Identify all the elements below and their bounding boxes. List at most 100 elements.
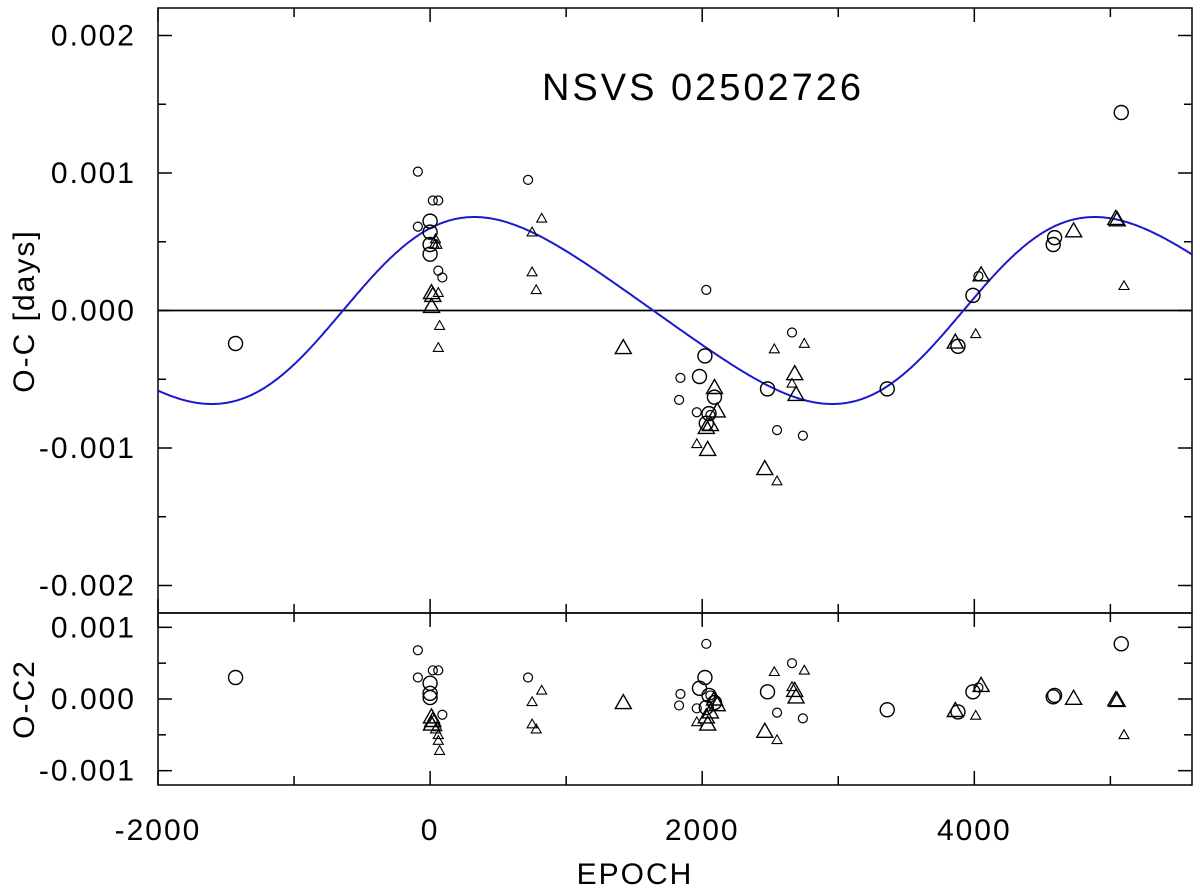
top-circle-large-point bbox=[879, 381, 895, 397]
bottom-triangle-small-point bbox=[690, 715, 703, 727]
bottom-triangle-small-point bbox=[535, 684, 548, 695]
top-triangle-small-point bbox=[526, 225, 539, 237]
bottom-triangle-small-point bbox=[530, 722, 543, 734]
top-triangle-large-point bbox=[971, 265, 991, 282]
top-triangle-large-point bbox=[1064, 221, 1083, 238]
chart-title: NSVS 02502726 bbox=[542, 67, 864, 109]
top-triangle-large-point bbox=[946, 332, 965, 349]
bottom-triangle-small-point bbox=[432, 728, 445, 740]
top-triangle-large-point bbox=[698, 439, 717, 457]
fit-curve-group bbox=[157, 216, 1193, 405]
top-triangle-large-point bbox=[785, 364, 804, 381]
top-circle-small-point bbox=[427, 195, 438, 206]
top-circle-small-point bbox=[786, 327, 798, 338]
bottom-circle-large-point bbox=[691, 680, 708, 696]
x-tick-label: 0 bbox=[421, 814, 440, 847]
data-points bbox=[227, 104, 1130, 755]
bottom-triangle-small-point bbox=[526, 695, 539, 707]
top-circle-large-point bbox=[701, 405, 717, 422]
bottom-panel-frame bbox=[157, 612, 1193, 786]
tick-labels: -2000 0 2000 4000 0.002 0.001 0.000 -0.001 -0.00… bbox=[39, 20, 1010, 848]
bottom-circle-large-point bbox=[950, 704, 966, 720]
bottom-circle-large-point bbox=[879, 702, 895, 718]
top-circle-large-point bbox=[706, 389, 723, 405]
top-circle-large-point bbox=[422, 224, 438, 240]
top-triangle-small-point bbox=[798, 337, 811, 348]
x-tick-label: 2000 bbox=[665, 814, 740, 847]
bottom-circle-large-point bbox=[759, 684, 776, 700]
bottom-triangle-small-point bbox=[1118, 728, 1130, 740]
bottom-triangle-large-point bbox=[698, 714, 717, 731]
bottom-triangle-large-point bbox=[785, 680, 804, 698]
bottom-circle-large-point bbox=[422, 689, 438, 706]
top-circle-large-point bbox=[1045, 236, 1061, 253]
top-circle-large-point bbox=[1046, 229, 1063, 246]
bottom-triangle-large-point bbox=[614, 693, 633, 710]
top-circle-small-point bbox=[412, 221, 423, 232]
fit-curve bbox=[157, 216, 1193, 405]
bottom-circle-large-point bbox=[1045, 689, 1061, 705]
top-circle-large-point bbox=[1113, 104, 1129, 121]
top-triangle-small-point bbox=[771, 474, 783, 486]
y-tick-label-bottom: 0.000 bbox=[51, 683, 136, 716]
bottom-triangle-small-point bbox=[786, 680, 798, 692]
bottom-circle-small-point bbox=[412, 672, 423, 683]
top-circle-small-point bbox=[433, 265, 444, 276]
top-triangle-small-point bbox=[526, 265, 539, 277]
top-triangle-small-point bbox=[430, 238, 443, 249]
bottom-circle-small-point bbox=[771, 707, 783, 718]
bottom-circle-large-point bbox=[422, 685, 438, 701]
top-circle-small-point bbox=[673, 394, 685, 405]
bottom-triangle-small-point bbox=[969, 709, 982, 720]
bottom-panel bbox=[157, 612, 1193, 786]
y-tick-label-bottom: -0.001 bbox=[39, 755, 136, 788]
bottom-circle-small-point bbox=[675, 688, 686, 700]
bottom-circle-small-point bbox=[786, 658, 798, 669]
top-triangle-small-point bbox=[432, 341, 445, 352]
bottom-circle-small-point bbox=[673, 700, 685, 711]
top-triangle-small-point bbox=[432, 286, 445, 297]
top-triangle-small-point bbox=[786, 377, 798, 388]
top-circle-large-point bbox=[965, 287, 981, 304]
bottom-triangle-large-point bbox=[707, 695, 727, 712]
top-triangle-large-point bbox=[786, 384, 806, 402]
bottom-triangle-large-point bbox=[697, 707, 716, 724]
top-triangle-large-point bbox=[422, 296, 441, 314]
bottom-circle-small-point bbox=[433, 665, 444, 676]
bottom-triangle-small-point bbox=[771, 733, 783, 745]
bottom-circle-small-point bbox=[522, 672, 534, 683]
top-triangle-small-point bbox=[1118, 279, 1130, 291]
top-triangle-small-point bbox=[530, 283, 543, 295]
top-circle-large-point bbox=[227, 335, 244, 352]
top-circle-large-point bbox=[422, 213, 438, 229]
bottom-triangle-small-point bbox=[430, 720, 443, 732]
bottom-circle-large-point bbox=[227, 669, 244, 686]
bottom-circle-small-point bbox=[701, 638, 712, 649]
top-circle-large-point bbox=[697, 348, 713, 364]
top-circle-small-point bbox=[437, 272, 448, 283]
bottom-circle-large-point bbox=[1113, 636, 1129, 652]
axis-ticks bbox=[157, 8, 1192, 785]
top-triangle-large-point bbox=[697, 417, 716, 435]
y-tick-label-top: 0.001 bbox=[51, 157, 136, 190]
bottom-circle-small-point bbox=[691, 703, 702, 714]
bottom-triangle-large-point bbox=[971, 675, 991, 693]
bottom-triangle-large-point bbox=[946, 701, 965, 718]
top-circle-small-point bbox=[771, 425, 783, 436]
top-triangle-large-point bbox=[701, 415, 720, 432]
x-tick-label: -2000 bbox=[115, 814, 202, 847]
top-triangle-large-point bbox=[1106, 208, 1126, 226]
x-axis-title: EPOCH bbox=[577, 858, 694, 890]
top-triangle-small-point bbox=[535, 212, 548, 223]
top-circle-small-point bbox=[701, 284, 712, 295]
top-circle-large-point bbox=[422, 246, 438, 262]
top-circle-small-point bbox=[691, 407, 702, 418]
top-circle-small-point bbox=[433, 195, 444, 206]
bottom-circle-small-point bbox=[437, 709, 448, 720]
y-axis-title-top: O-C [days] bbox=[8, 229, 41, 392]
top-circle-small-point bbox=[522, 174, 534, 185]
top-circle-small-point bbox=[675, 372, 686, 383]
top-triangle-large-point bbox=[705, 378, 724, 395]
bottom-circle-small-point bbox=[427, 665, 438, 676]
